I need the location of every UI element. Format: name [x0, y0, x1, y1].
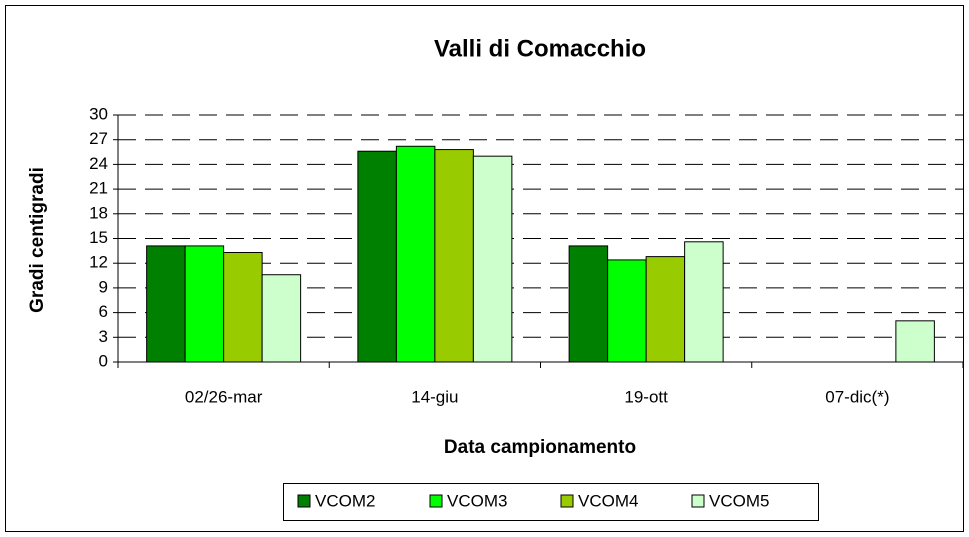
legend-swatch	[429, 494, 443, 508]
y-tick-label: 21	[89, 179, 108, 198]
y-tick-label: 6	[99, 302, 108, 321]
legend-label: VCOM4	[578, 491, 638, 510]
legend-label: VCOM2	[315, 491, 375, 510]
y-axis-label: Gradi centigradi	[27, 167, 48, 313]
x-tick-label: 14-giu	[411, 387, 458, 406]
legend-swatch	[560, 494, 574, 508]
legend-swatch	[297, 494, 311, 508]
bar	[607, 259, 647, 363]
bar	[395, 145, 436, 363]
bar	[357, 150, 397, 363]
y-tick-label: 0	[99, 351, 108, 370]
bar	[895, 320, 935, 363]
x-tick-label: 19-ott	[624, 387, 668, 406]
y-tick-label: 18	[89, 203, 108, 222]
bar	[184, 245, 225, 363]
y-tick-label: 30	[89, 104, 108, 123]
chart-title: Valli di Comacchio	[434, 35, 646, 62]
x-axis-label: Data campionamento	[444, 437, 636, 458]
x-tick-label: 02/26-mar	[185, 387, 263, 406]
y-tick-label: 9	[99, 277, 108, 296]
bar	[434, 149, 474, 363]
legend-label: VCOM5	[709, 491, 769, 510]
y-tick-label: 3	[99, 327, 108, 346]
x-tick-label: 07-dic(*)	[825, 387, 889, 406]
legend-box	[283, 483, 819, 521]
bar	[146, 245, 186, 363]
legend-label: VCOM3	[447, 491, 507, 510]
legend-swatch	[691, 494, 705, 508]
bar	[645, 256, 686, 363]
y-tick-label: 27	[89, 129, 108, 148]
bar	[568, 245, 609, 363]
bar	[684, 241, 724, 363]
y-tick-label: 12	[89, 253, 108, 272]
bar	[223, 251, 263, 363]
bar	[261, 274, 302, 363]
bar	[472, 155, 513, 363]
y-tick-label: 15	[89, 228, 108, 247]
y-tick-label: 24	[89, 154, 108, 173]
